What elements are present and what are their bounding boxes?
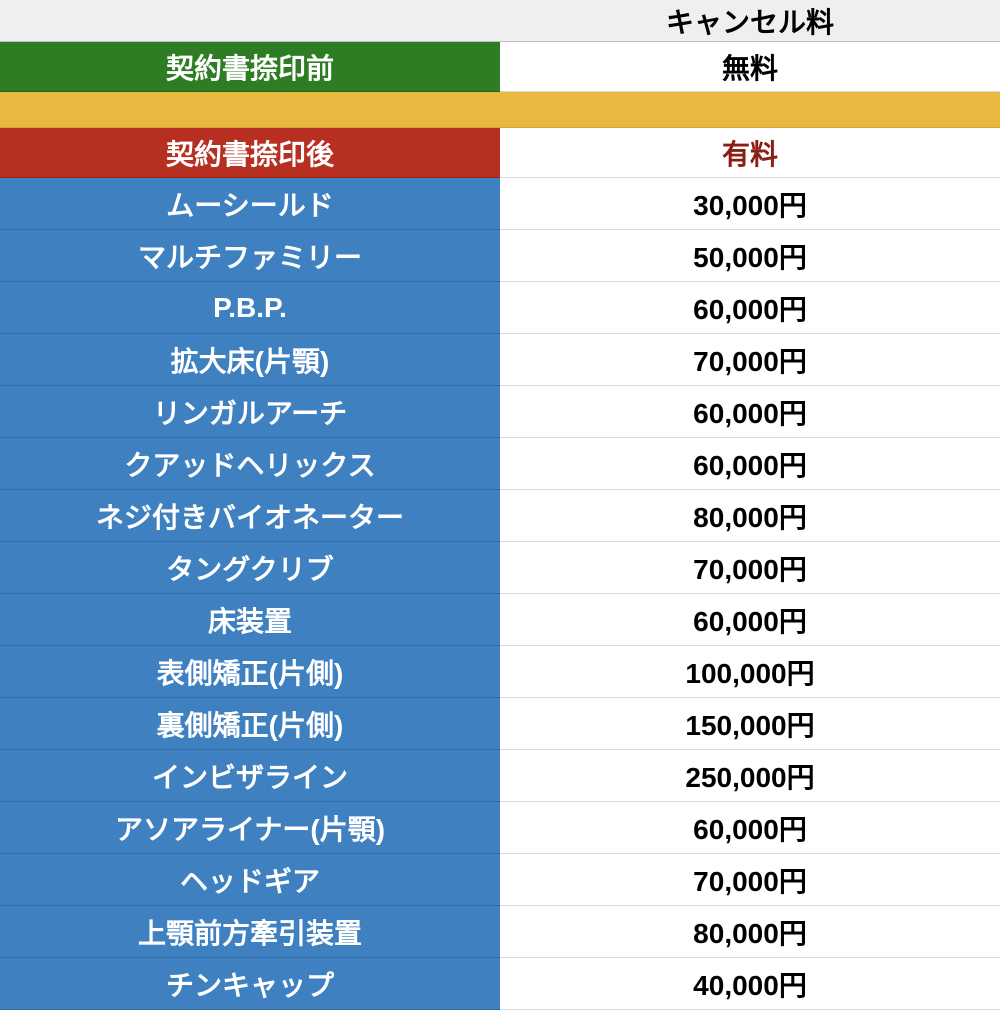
item-name-cell: マルチファミリー: [0, 230, 500, 282]
after-stamp-value-cell: 有料: [500, 128, 1000, 178]
table-row: アソアライナー(片顎) 60,000円: [0, 802, 1000, 854]
item-name-cell: 裏側矯正(片側): [0, 698, 500, 750]
table-row: 上顎前方牽引装置 80,000円: [0, 906, 1000, 958]
item-price: 150,000円: [685, 704, 814, 744]
item-price-cell: 250,000円: [500, 750, 1000, 802]
item-name-cell: 表側矯正(片側): [0, 646, 500, 698]
item-price: 70,000円: [693, 340, 807, 380]
item-name: P.B.P.: [213, 292, 287, 324]
header-row: キャンセル料: [0, 0, 1000, 42]
item-name: 床装置: [208, 600, 292, 640]
table-row: マルチファミリー 50,000円: [0, 230, 1000, 282]
item-price-cell: 70,000円: [500, 854, 1000, 906]
item-name: リンガルアーチ: [153, 392, 347, 432]
spacer-left: [0, 92, 500, 128]
before-stamp-value-cell: 無料: [500, 42, 1000, 92]
table-row: 拡大床(片顎) 70,000円: [0, 334, 1000, 386]
item-name: インビザライン: [152, 756, 348, 796]
item-price-cell: 60,000円: [500, 438, 1000, 490]
after-stamp-row: 契約書捺印後 有料: [0, 128, 1000, 178]
after-stamp-value: 有料: [722, 133, 778, 173]
item-price-cell: 150,000円: [500, 698, 1000, 750]
after-stamp-label-cell: 契約書捺印後: [0, 128, 500, 178]
item-price-cell: 60,000円: [500, 282, 1000, 334]
spacer-row: [0, 92, 1000, 128]
table-row: 表側矯正(片側) 100,000円: [0, 646, 1000, 698]
table-row: ムーシールド 30,000円: [0, 178, 1000, 230]
table-row: ネジ付きバイオネーター 80,000円: [0, 490, 1000, 542]
item-name: クアッドヘリックス: [124, 444, 375, 484]
item-name: 拡大床(片顎): [171, 340, 330, 380]
before-stamp-label: 契約書捺印前: [166, 47, 334, 87]
table-row: リンガルアーチ 60,000円: [0, 386, 1000, 438]
table-row: チンキャップ 40,000円: [0, 958, 1000, 1010]
item-name: 上顎前方牽引装置: [138, 912, 362, 952]
table-row: P.B.P. 60,000円: [0, 282, 1000, 334]
table-row: 裏側矯正(片側) 150,000円: [0, 698, 1000, 750]
items-container: ムーシールド 30,000円マルチファミリー 50,000円 P.B.P. 60,000…: [0, 178, 1000, 1010]
item-price: 60,000円: [693, 600, 807, 640]
item-name-cell: P.B.P.: [0, 282, 500, 334]
item-price: 250,000円: [685, 756, 814, 796]
item-price-cell: 60,000円: [500, 594, 1000, 646]
item-price-cell: 40,000円: [500, 958, 1000, 1010]
item-price-cell: 50,000円: [500, 230, 1000, 282]
item-name: 表側矯正(片側): [157, 652, 344, 692]
before-stamp-row: 契約書捺印前 無料: [0, 42, 1000, 92]
item-price: 60,000円: [693, 288, 807, 328]
item-price: 100,000円: [685, 652, 814, 692]
item-name-cell: ムーシールド: [0, 178, 500, 230]
item-name-cell: 上顎前方牽引装置: [0, 906, 500, 958]
table-row: タングクリブ 70,000円: [0, 542, 1000, 594]
before-stamp-value: 無料: [722, 47, 778, 87]
item-price: 70,000円: [693, 548, 807, 588]
item-name: チンキャップ: [166, 964, 334, 1004]
item-name-cell: チンキャップ: [0, 958, 500, 1010]
item-price: 80,000円: [693, 912, 807, 952]
item-name: 裏側矯正(片側): [157, 704, 344, 744]
header-right-text: キャンセル料: [666, 1, 834, 41]
item-name-cell: 床装置: [0, 594, 500, 646]
item-price-cell: 70,000円: [500, 542, 1000, 594]
item-name-cell: ヘッドギア: [0, 854, 500, 906]
header-left-cell: [0, 0, 500, 42]
item-price: 60,000円: [693, 808, 807, 848]
item-name: ネジ付きバイオネーター: [96, 496, 404, 536]
before-stamp-label-cell: 契約書捺印前: [0, 42, 500, 92]
after-stamp-label: 契約書捺印後: [166, 133, 334, 173]
item-price: 60,000円: [693, 392, 807, 432]
item-price: 40,000円: [693, 964, 807, 1004]
item-name-cell: ネジ付きバイオネーター: [0, 490, 500, 542]
header-right-cell: キャンセル料: [500, 0, 1000, 42]
item-name-cell: クアッドヘリックス: [0, 438, 500, 490]
table-row: インビザライン 250,000円: [0, 750, 1000, 802]
table-row: 床装置 60,000円: [0, 594, 1000, 646]
item-price-cell: 70,000円: [500, 334, 1000, 386]
item-name: アソアライナー(片顎): [115, 808, 385, 848]
cancellation-fee-table: キャンセル料 契約書捺印前 無料 契約書捺印後 有料 ムーシールド 30,000円…: [0, 0, 1000, 1010]
item-name-cell: 拡大床(片顎): [0, 334, 500, 386]
item-price-cell: 60,000円: [500, 802, 1000, 854]
item-price-cell: 60,000円: [500, 386, 1000, 438]
item-price: 60,000円: [693, 444, 807, 484]
item-name-cell: タングクリブ: [0, 542, 500, 594]
item-name-cell: アソアライナー(片顎): [0, 802, 500, 854]
spacer-right: [500, 92, 1000, 128]
item-price: 80,000円: [693, 496, 807, 536]
item-name: ヘッドギア: [180, 860, 320, 900]
item-name-cell: インビザライン: [0, 750, 500, 802]
item-name: タングクリブ: [166, 548, 333, 588]
item-name: マルチファミリー: [138, 236, 362, 276]
item-name-cell: リンガルアーチ: [0, 386, 500, 438]
item-price: 30,000円: [693, 184, 807, 224]
item-price-cell: 80,000円: [500, 490, 1000, 542]
item-price-cell: 30,000円: [500, 178, 1000, 230]
item-price-cell: 80,000円: [500, 906, 1000, 958]
item-price-cell: 100,000円: [500, 646, 1000, 698]
table-row: クアッドヘリックス 60,000円: [0, 438, 1000, 490]
item-price: 50,000円: [693, 236, 807, 276]
table-row: ヘッドギア 70,000円: [0, 854, 1000, 906]
item-price: 70,000円: [693, 860, 807, 900]
item-name: ムーシールド: [166, 184, 333, 224]
